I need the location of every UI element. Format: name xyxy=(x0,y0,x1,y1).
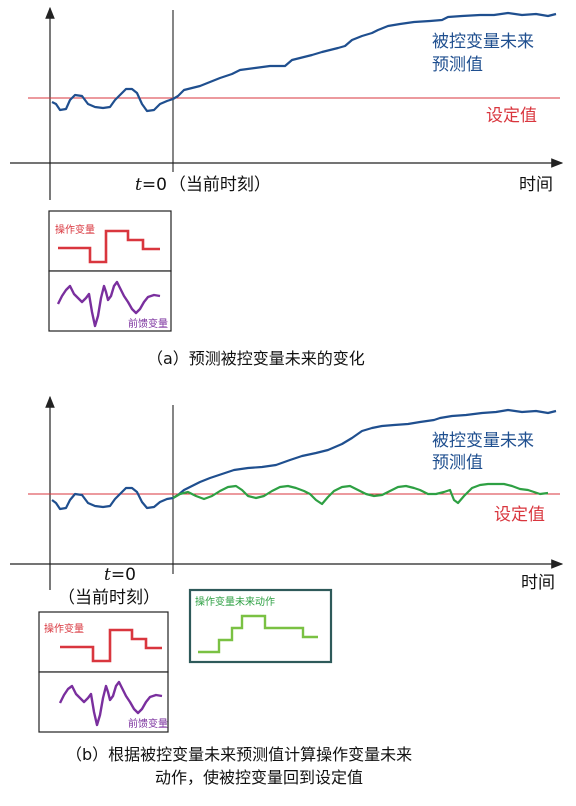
panel-a-controlled-variable-curve xyxy=(51,11,557,113)
panel-b-t0-label: t=0 xyxy=(104,565,136,585)
panel-b-mv-box xyxy=(38,611,169,673)
panel-a-mv-step-curve xyxy=(58,229,160,264)
panel-b-dv-curve xyxy=(58,680,163,727)
panel-a-time-label: 时间 xyxy=(519,175,553,195)
panel-a: 被控变量未来 预测值 设定值 t=0 （当前时刻） 时间 操作变量 前馈变量 （a… xyxy=(10,6,564,368)
panel-a-dv-curve xyxy=(56,280,161,328)
panel-b-future-mv-box xyxy=(188,588,333,664)
panel-b-future-mv-step-curve xyxy=(198,614,318,654)
panel-b-dv-label: 前馈变量 xyxy=(128,717,168,730)
panel-b-now-label: （当前时刻） xyxy=(58,588,160,608)
panel-b-future-controlled-curve xyxy=(172,482,549,506)
panel-a-mv-box xyxy=(48,210,172,272)
panel-b-caption-line-1: （b）根据被控变量未来预测值计算操作变量未来 xyxy=(66,745,412,764)
panel-a-predicted-label-2: 预测值 xyxy=(432,55,483,75)
panel-b-mv-label: 操作变量 xyxy=(44,622,84,635)
panel-a-mv-label: 操作变量 xyxy=(55,223,95,236)
panel-b-caption-line-2: 动作，使被控变量回到设定值 xyxy=(155,768,363,787)
panel-a-setpoint-label: 设定值 xyxy=(486,106,537,126)
panel-a-t0-label: t=0 （当前时刻） xyxy=(135,175,271,195)
panel-b-predicted-label-2: 预测值 xyxy=(432,453,483,473)
panel-a-caption: （a）预测被控变量未来的变化 xyxy=(147,349,365,368)
panel-b-setpoint-label: 设定值 xyxy=(494,505,545,525)
panel-a-dv-label: 前馈变量 xyxy=(128,317,168,330)
panel-b-time-label: 时间 xyxy=(521,573,555,593)
panel-a-dv-box xyxy=(48,270,172,332)
panel-b: 被控变量未来 预测值 设定值 t=0 （当前时刻） 时间 操作变量 前馈变量 操… xyxy=(10,395,564,787)
panel-b-controlled-variable-curve xyxy=(51,408,557,511)
panel-b-future-mv-label: 操作变量未来动作 xyxy=(195,595,275,608)
panel-b-mv-step-curve xyxy=(60,628,162,663)
panel-b-predicted-label-1: 被控变量未来 xyxy=(432,431,534,451)
panel-a-predicted-label-1: 被控变量未来 xyxy=(432,32,534,52)
